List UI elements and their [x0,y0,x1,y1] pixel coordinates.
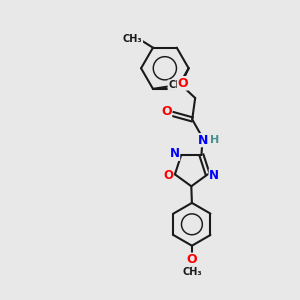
Text: H: H [211,135,220,145]
Text: CH₃: CH₃ [123,34,142,44]
Text: N: N [198,134,208,147]
Text: N: N [209,169,219,182]
Text: O: O [177,76,188,90]
Text: CH₃: CH₃ [182,267,202,277]
Text: O: O [164,169,173,182]
Text: CH₃: CH₃ [168,80,188,90]
Text: N: N [169,147,180,161]
Text: O: O [161,105,172,118]
Text: O: O [187,253,197,266]
